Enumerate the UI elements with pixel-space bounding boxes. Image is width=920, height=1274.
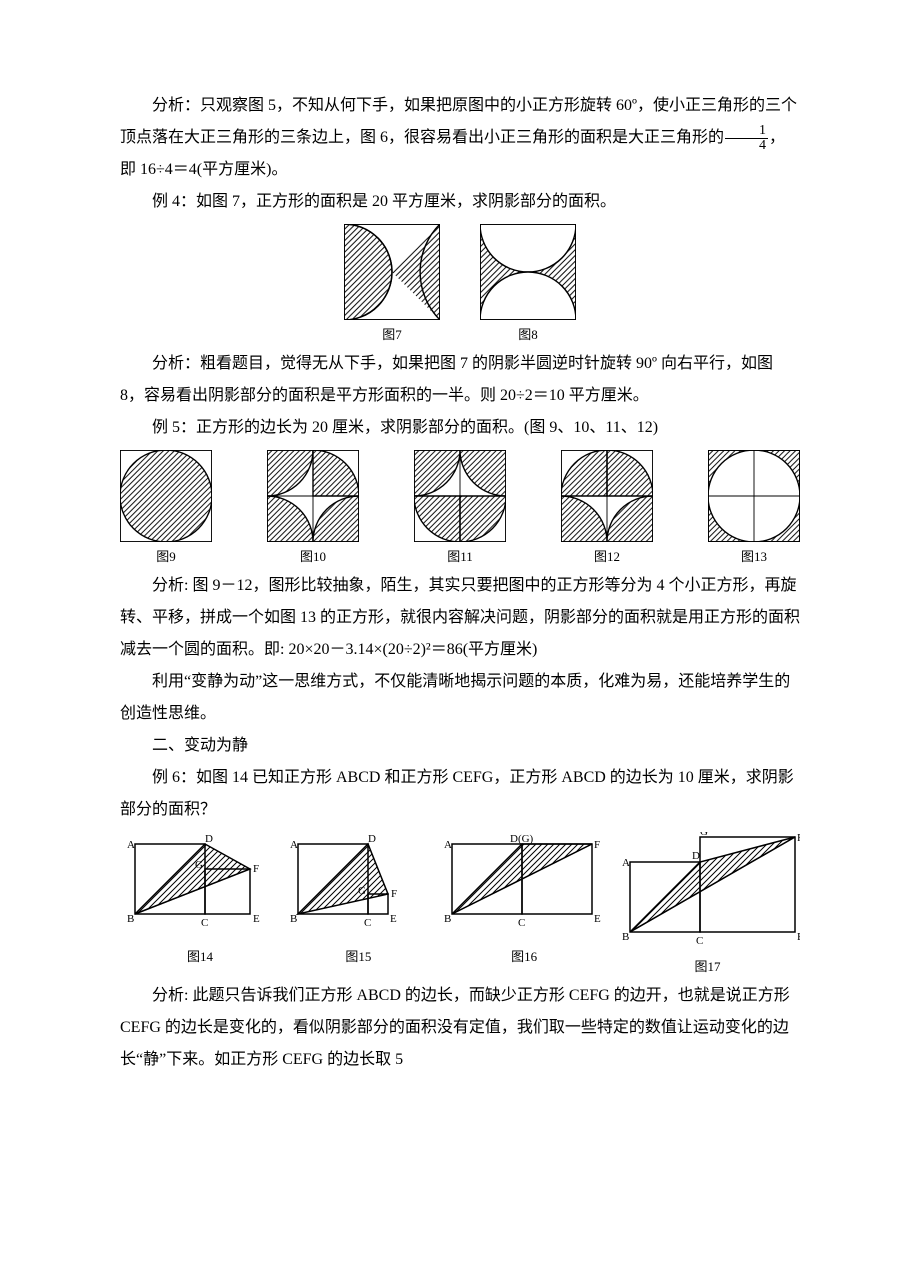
fig17-svg: A D B C E F G — [615, 832, 800, 952]
fig8-svg — [480, 224, 576, 320]
fig-row-9-13: 图9 图10 图11 — [120, 450, 800, 570]
fig13-svg — [708, 450, 800, 542]
svg-text:A: A — [622, 857, 630, 869]
fig11-label: 图11 — [447, 544, 473, 570]
svg-text:F: F — [797, 832, 800, 844]
svg-text:G: G — [358, 885, 366, 897]
svg-text:E: E — [594, 913, 601, 925]
fig16-svg: A D(G) B C E F — [437, 832, 612, 942]
svg-text:B: B — [127, 913, 134, 925]
figure-7: 图7 — [344, 224, 440, 348]
fig10-label: 图10 — [300, 544, 326, 570]
svg-text:E: E — [253, 913, 260, 925]
svg-text:D: D — [205, 833, 213, 845]
fig14-label: 图14 — [187, 944, 213, 970]
fig15-svg: A D B C E F G — [283, 832, 433, 942]
fig10-svg — [267, 450, 359, 542]
analysis-fig5: 分析：只观察图 5，不知从何下手，如果把原图中的小正方形旋转 60º，使小正三角… — [120, 90, 800, 186]
figure-16: A D(G) B C E F 图16 — [437, 832, 612, 980]
figure-15: A D B C E F G 图15 — [283, 832, 433, 980]
svg-text:C: C — [518, 917, 525, 929]
svg-text:E: E — [797, 931, 800, 943]
svg-text:B: B — [444, 913, 451, 925]
fig17-label: 图17 — [694, 954, 720, 980]
svg-text:A: A — [290, 839, 298, 851]
figure-17: A D B C E F G 图17 — [615, 832, 800, 980]
example-5: 例 5：正方形的边长为 20 厘米，求阴影部分的面积。(图 9、10、11、12… — [120, 412, 800, 444]
svg-text:B: B — [290, 913, 297, 925]
fig12-label: 图12 — [594, 544, 620, 570]
fig16-label: 图16 — [511, 944, 537, 970]
fig8-label: 图8 — [518, 322, 538, 348]
analysis-fig9-12: 分析: 图 9－12，图形比较抽象，陌生，其实只要把图中的正方形等分为 4 个小… — [120, 570, 800, 666]
svg-text:C: C — [696, 935, 703, 947]
fig-row-14-17: A D B C E F G 图14 A D B — [120, 832, 800, 980]
svg-text:B: B — [622, 931, 629, 943]
svg-text:E: E — [390, 913, 397, 925]
svg-text:C: C — [201, 917, 208, 929]
fig12-svg — [561, 450, 653, 542]
figure-10: 图10 — [267, 450, 359, 570]
figure-12: 图12 — [561, 450, 653, 570]
fig13-label: 图13 — [741, 544, 767, 570]
fig9-label: 图9 — [156, 544, 176, 570]
heading-2: 二、变动为静 — [120, 730, 800, 762]
para-static-dynamic: 利用“变静为动”这一思维方式，不仅能清晰地揭示问题的本质，化难为易，还能培养学生… — [120, 666, 800, 730]
svg-text:D(G): D(G) — [510, 833, 534, 845]
fig15-label: 图15 — [345, 944, 371, 970]
figure-11: 图11 — [414, 450, 506, 570]
example-6: 例 6：如图 14 已知正方形 ABCD 和正方形 CEFG，正方形 ABCD … — [120, 762, 800, 826]
svg-text:F: F — [594, 839, 600, 851]
fig7-svg — [344, 224, 440, 320]
fig11-svg — [414, 450, 506, 542]
analysis-fig14: 分析: 此题只告诉我们正方形 ABCD 的边长，而缺少正方形 CEFG 的边开，… — [120, 980, 800, 1076]
svg-text:D: D — [692, 850, 700, 862]
figure-14: A D B C E F G 图14 — [120, 832, 280, 980]
figure-9: 图9 — [120, 450, 212, 570]
svg-text:F: F — [253, 863, 259, 875]
document-page: 分析：只观察图 5，不知从何下手，如果把原图中的小正方形旋转 60º，使小正三角… — [0, 0, 920, 1274]
svg-text:G: G — [195, 859, 203, 871]
fig9-svg — [120, 450, 212, 542]
fig14-svg: A D B C E F G — [120, 832, 280, 942]
fig-row-7-8: 图7 图8 — [120, 224, 800, 348]
svg-text:A: A — [127, 839, 135, 851]
svg-text:D: D — [368, 833, 376, 845]
text: 分析：只观察图 5，不知从何下手，如果把原图中的小正方形旋转 60º，使小正三角… — [120, 97, 797, 146]
fraction-1-4: 14 — [725, 124, 768, 153]
figure-13: 图13 — [708, 450, 800, 570]
svg-text:F: F — [391, 888, 397, 900]
svg-text:C: C — [364, 917, 371, 929]
fig7-label: 图7 — [382, 322, 402, 348]
svg-text:A: A — [444, 839, 452, 851]
analysis-fig7: 分析：粗看题目，觉得无从下手，如果把图 7 的阴影半圆逆时针旋转 90º 向右平… — [120, 348, 800, 412]
figure-8: 图8 — [480, 224, 576, 348]
svg-text:G: G — [700, 832, 708, 838]
example-4: 例 4：如图 7，正方形的面积是 20 平方厘米，求阴影部分的面积。 — [120, 186, 800, 218]
